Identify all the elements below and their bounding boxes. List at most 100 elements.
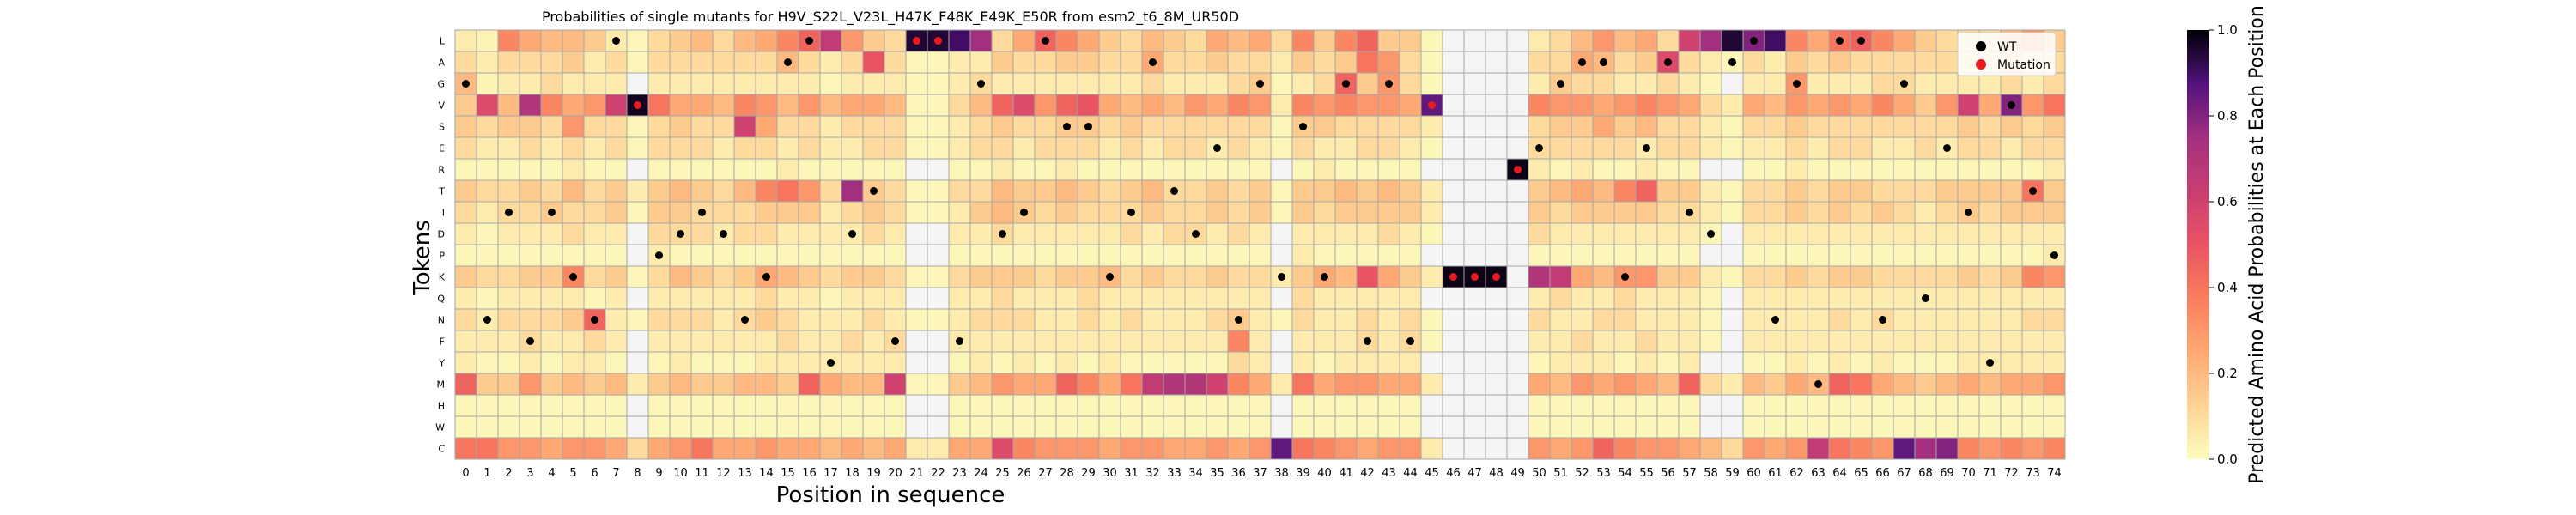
heatmap-cell	[1463, 437, 1486, 460]
heatmap-cell	[712, 394, 735, 417]
heatmap-cell	[1120, 29, 1143, 52]
heatmap-cell	[626, 287, 649, 310]
heatmap-cell	[2021, 415, 2044, 439]
heatmap-cell	[1313, 351, 1336, 374]
heatmap-cell	[1935, 29, 1959, 52]
heatmap-cell	[1077, 415, 1100, 439]
heatmap-cell	[1549, 179, 1572, 203]
heatmap-cell	[1506, 287, 1529, 310]
heatmap-cell	[1699, 179, 1722, 203]
heatmap-cell	[1034, 394, 1057, 417]
heatmap-cell	[1635, 51, 1658, 74]
heatmap-cell	[1141, 94, 1164, 117]
heatmap-cell	[540, 265, 563, 288]
heatmap-cell	[1914, 115, 1937, 138]
heatmap-cell	[1893, 222, 1916, 245]
x-tick-label: 41	[1339, 467, 1353, 480]
heatmap-cell	[1442, 136, 1465, 160]
x-tick-label: 65	[1854, 467, 1868, 480]
heatmap-cell	[1420, 201, 1443, 224]
heatmap-cell	[1871, 330, 1894, 353]
heatmap-cell	[1893, 373, 1916, 396]
heatmap-cell	[927, 351, 950, 374]
heatmap-cell	[1034, 415, 1057, 439]
heatmap-cell	[1635, 287, 1658, 310]
heatmap-cell	[626, 265, 649, 288]
heatmap-cell	[690, 330, 714, 353]
heatmap-cell	[1227, 29, 1250, 52]
heatmap-cell	[1098, 373, 1121, 396]
wt-marker	[1278, 273, 1285, 281]
wt-marker	[526, 337, 534, 345]
heatmap-cell	[776, 437, 799, 460]
x-tick-label: 54	[1618, 467, 1632, 480]
heatmap-cell	[1377, 394, 1400, 417]
heatmap-cell	[1077, 94, 1100, 117]
heatmap-cell	[476, 201, 499, 224]
heatmap-cell	[454, 115, 477, 138]
heatmap-cell	[1656, 179, 1680, 203]
heatmap-cell	[2021, 437, 2044, 460]
heatmap-cell	[755, 244, 778, 267]
heatmap-cell	[1206, 351, 1229, 374]
heatmap-cell	[733, 94, 756, 117]
heatmap-cell	[712, 265, 735, 288]
y-tick-label: E	[439, 143, 445, 154]
heatmap-cell	[1485, 330, 1508, 353]
heatmap-cell	[497, 179, 520, 203]
heatmap-cell	[1077, 437, 1100, 460]
heatmap-cell	[969, 136, 993, 160]
heatmap-cell	[819, 415, 842, 439]
x-tick-label: 9	[655, 467, 662, 480]
heatmap-cell	[690, 158, 714, 181]
heatmap-cell	[1506, 136, 1529, 160]
heatmap-cell	[1012, 287, 1036, 310]
heatmap-cell	[562, 136, 585, 160]
heatmap-cell	[991, 351, 1014, 374]
heatmap-cell	[1571, 308, 1594, 331]
heatmap-cell	[540, 351, 563, 374]
heatmap-cell	[1377, 415, 1400, 439]
heatmap-cell	[540, 51, 563, 74]
heatmap-cell	[948, 394, 971, 417]
heatmap-cell	[497, 244, 520, 267]
heatmap-cell	[884, 373, 907, 396]
heatmap-cell	[1613, 136, 1637, 160]
heatmap-cell	[647, 201, 671, 224]
heatmap-cell	[1227, 179, 1250, 203]
heatmap-cell	[1635, 394, 1658, 417]
heatmap-cell	[1764, 136, 1787, 160]
heatmap-cell	[497, 72, 520, 95]
heatmap-cell	[1420, 394, 1443, 417]
heatmap-cell	[1893, 94, 1916, 117]
heatmap-cell	[605, 265, 628, 288]
heatmap-cell	[1549, 222, 1572, 245]
heatmap-cell	[733, 437, 756, 460]
heatmap-cell	[1613, 330, 1637, 353]
heatmap-cell	[1356, 29, 1379, 52]
heatmap-cell	[1549, 115, 1572, 138]
heatmap-cell	[497, 373, 520, 396]
wt-marker	[1364, 337, 1371, 345]
heatmap-cell	[647, 222, 671, 245]
heatmap-cell	[905, 51, 928, 74]
heatmap-cell	[1077, 136, 1100, 160]
heatmap-cell	[497, 136, 520, 160]
wt-marker	[1857, 37, 1865, 45]
heatmap-cell	[884, 51, 907, 74]
heatmap-cell	[1120, 136, 1143, 160]
heatmap-cell	[927, 330, 950, 353]
heatmap-cell	[841, 437, 864, 460]
heatmap-cell	[1957, 136, 1980, 160]
heatmap-cell	[1313, 415, 1336, 439]
heatmap-cell	[884, 415, 907, 439]
heatmap-cell	[1528, 94, 1551, 117]
heatmap-cell	[583, 94, 606, 117]
heatmap-cell	[927, 394, 950, 417]
mutation-marker	[1449, 273, 1457, 281]
heatmap-cell	[1764, 287, 1787, 310]
heatmap-cell	[1034, 308, 1057, 331]
heatmap-cell	[991, 72, 1014, 95]
wt-marker	[483, 316, 491, 324]
heatmap-cell	[798, 415, 821, 439]
